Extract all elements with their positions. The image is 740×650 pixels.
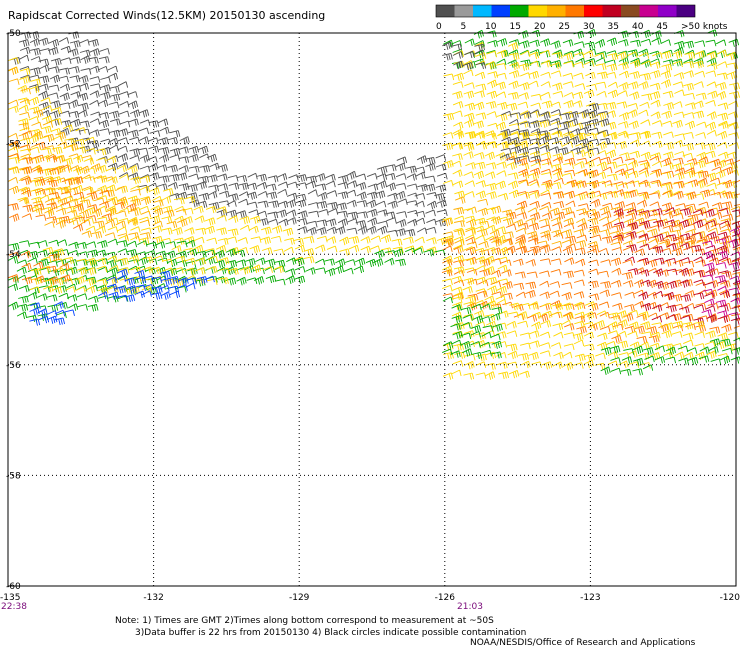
legend-tick-label: 45: [657, 22, 668, 32]
legend-tick-label: >50 knots: [681, 22, 728, 32]
legend-swatch: [639, 5, 658, 17]
legend-tick-label: 10: [485, 22, 497, 32]
credit: NOAA/NESDIS/Office of Research and Appli…: [470, 638, 696, 648]
lon-label: -123: [580, 593, 600, 603]
legend-swatch: [602, 5, 621, 17]
legend-colorbar: [435, 4, 696, 18]
legend-swatch: [584, 5, 603, 17]
legend-tick-label: 35: [608, 22, 619, 32]
legend-tick-label: 25: [559, 22, 570, 32]
legend-swatch: [658, 5, 677, 17]
note-line-1: Note: 1) Times are GMT 2)Times along bot…: [115, 616, 494, 626]
legend-swatch: [491, 5, 510, 17]
legend-swatch: [621, 5, 640, 17]
lat-label: -58: [6, 471, 21, 481]
legend-tick-label: 20: [534, 22, 546, 32]
legend-swatch: [528, 5, 547, 17]
axis-labels: -135 -132 -129 -126 -123 -120 -50 -52 -54 -56 -58 -…: [0, 29, 740, 603]
lat-label: -50: [6, 29, 21, 39]
pass-time: 22:38: [1, 602, 27, 612]
legend-swatch: [436, 5, 455, 17]
lon-label: -129: [289, 593, 310, 603]
wind-barbs: [7, 29, 740, 380]
legend-tick-label: 30: [583, 22, 595, 32]
pass-times: 22:38 21:03: [1, 602, 483, 612]
legend-swatch: [454, 5, 473, 17]
lat-label: -56: [6, 361, 21, 371]
pass-time: 21:03: [457, 602, 483, 612]
legend-swatch: [676, 5, 695, 17]
lon-label: -135: [0, 593, 20, 603]
lat-label: -52: [6, 140, 21, 150]
notes: Note: 1) Times are GMT 2)Times along bot…: [115, 615, 526, 639]
legend-tick-label: 15: [510, 22, 521, 32]
plot-frame: [7, 32, 737, 587]
legend-tick-label: 0: [436, 22, 442, 32]
lon-label: -120: [720, 593, 740, 603]
graticule: [8, 33, 736, 586]
legend-swatch: [473, 5, 492, 17]
legend-swatch: [510, 5, 529, 17]
lon-label: -132: [143, 593, 163, 603]
lat-label: -60: [6, 582, 21, 592]
legend-tick-label: 40: [632, 22, 644, 32]
lon-label: -126: [435, 593, 456, 603]
note-line-2: 3)Data buffer is 22 hrs from 20150130 4)…: [115, 628, 527, 638]
map-title: Rapidscat Corrected Winds(12.5KM) 201501…: [8, 9, 326, 22]
legend-tick-label: 5: [461, 22, 467, 32]
lat-label: -54: [6, 250, 21, 260]
legend-swatch: [547, 5, 566, 17]
legend-tick-labels: 0 5 10 15 20 25 30 35 40 45 >50 knots: [436, 22, 728, 32]
legend-swatch: [565, 5, 584, 17]
